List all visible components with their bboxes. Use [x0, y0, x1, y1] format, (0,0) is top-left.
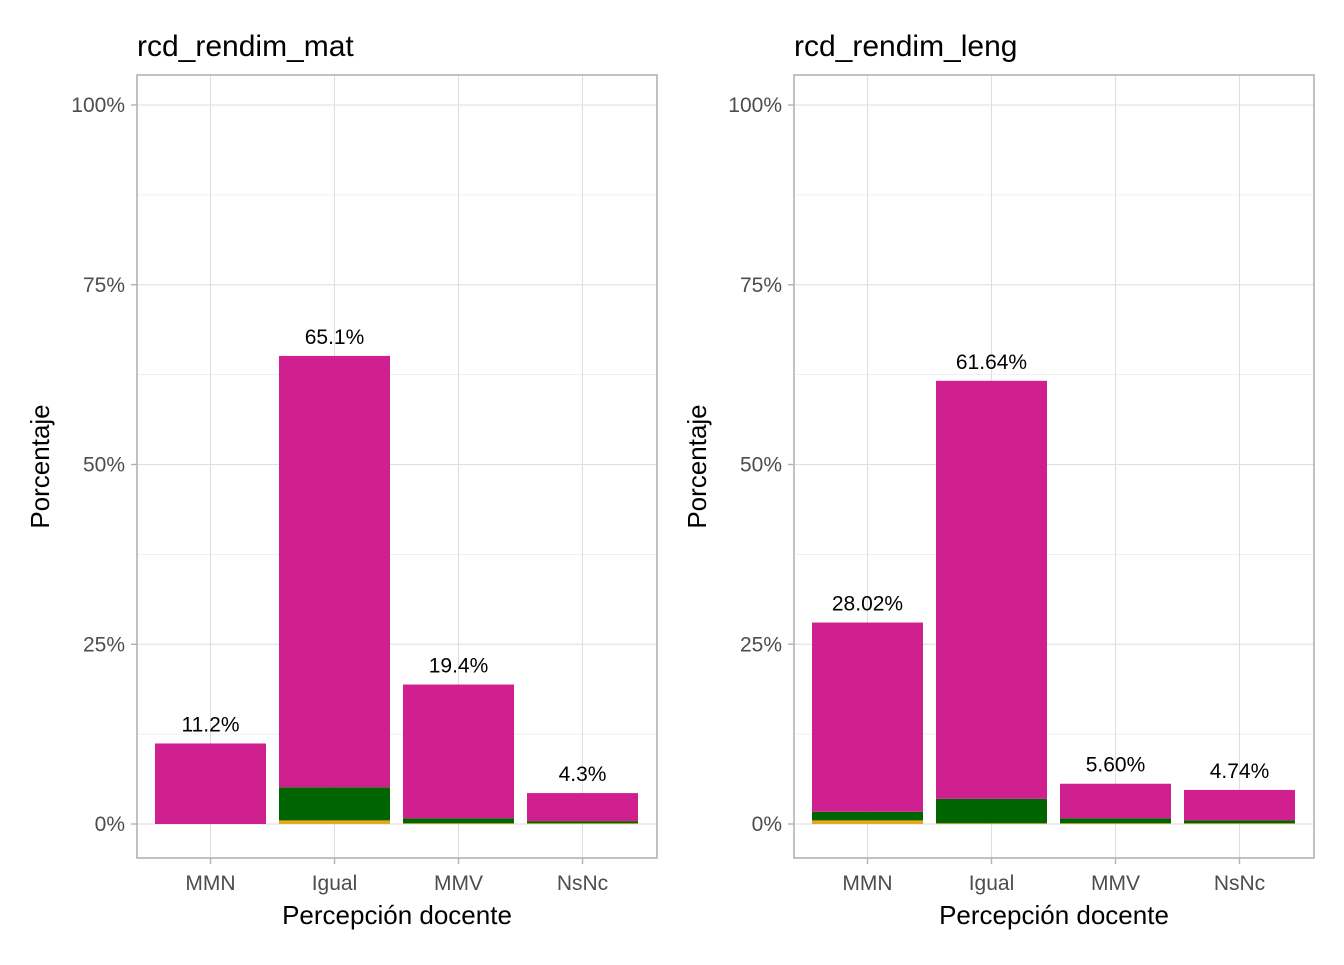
y-tick-label: 100%: [71, 94, 125, 117]
bar-segment: [1184, 823, 1295, 824]
bar-segment: [403, 818, 514, 824]
chart-title: rcd_rendim_leng: [794, 30, 1017, 63]
x-tick-label: NsNc: [1214, 872, 1265, 895]
bar-segment: [812, 820, 923, 824]
bar-value-label: 61.64%: [956, 351, 1027, 374]
y-tick-label: 75%: [740, 274, 782, 297]
bar-segment: [155, 743, 266, 824]
bar-value-label: 11.2%: [182, 713, 240, 736]
bar-value-label: 28.02%: [832, 593, 903, 616]
panel-border: [136, 74, 658, 859]
x-tick-label: MMN: [185, 872, 235, 895]
y-tick-label: 0%: [95, 813, 125, 836]
y-tick-label: 50%: [83, 454, 125, 477]
y-tick-label: 0%: [752, 813, 782, 836]
y-axis-title: Porcentaje: [682, 404, 712, 528]
bar-value-label: 4.74%: [1210, 760, 1270, 783]
bar-segment: [936, 380, 1047, 799]
y-tick-label: 50%: [740, 454, 782, 477]
x-tick-label: MMV: [434, 872, 483, 895]
x-tick-label: Igual: [969, 872, 1015, 895]
bar-segment: [812, 622, 923, 812]
bar-segment: [936, 798, 1047, 824]
bar-segment: [1184, 789, 1295, 821]
bar-segment: [812, 811, 923, 821]
bar-value-label: 65.1%: [305, 326, 365, 349]
y-tick-label: 100%: [728, 94, 782, 117]
bar-segment: [279, 787, 390, 821]
bar-segment: [1060, 818, 1171, 824]
chart-panel-1: 0% 25% 50% 75% 100% MMN Igual MMV NsNc 11.2% 65.1%…: [25, 30, 658, 930]
bar-segment: [936, 823, 1047, 824]
y-tick-label: 75%: [83, 274, 125, 297]
bar-segment: [527, 821, 638, 824]
y-tick-label: 25%: [83, 633, 125, 656]
y-axis-title: Porcentaje: [25, 404, 55, 528]
panel-border: [793, 74, 1315, 859]
bar-segment: [403, 823, 514, 824]
chart-title: rcd_rendim_mat: [137, 30, 354, 63]
bar-value-label: 19.4%: [429, 655, 489, 678]
x-tick-label: Igual: [312, 872, 358, 895]
bar-segment: [279, 355, 390, 788]
bar-segment: [279, 820, 390, 824]
y-tick-label: 25%: [740, 633, 782, 656]
x-axis-title: Percepción docente: [282, 900, 512, 930]
bar-segment: [527, 793, 638, 822]
x-tick-label: MMN: [842, 872, 892, 895]
x-tick-label: MMV: [1091, 872, 1140, 895]
bar-segment: [1184, 820, 1295, 824]
bar-segment: [403, 684, 514, 819]
bar-value-label: 4.3%: [559, 763, 607, 786]
bar-segment: [527, 823, 638, 824]
x-tick-label: NsNc: [557, 872, 608, 895]
chart-panel-2: 0% 25% 50% 75% 100% MMN Igual MMV NsNc 28.02% 61.6…: [682, 30, 1315, 930]
bar-value-label: 5.60%: [1086, 754, 1146, 777]
x-axis-title: Percepción docente: [939, 900, 1169, 930]
bar-segment: [1060, 823, 1171, 824]
bar-segment: [1060, 783, 1171, 819]
